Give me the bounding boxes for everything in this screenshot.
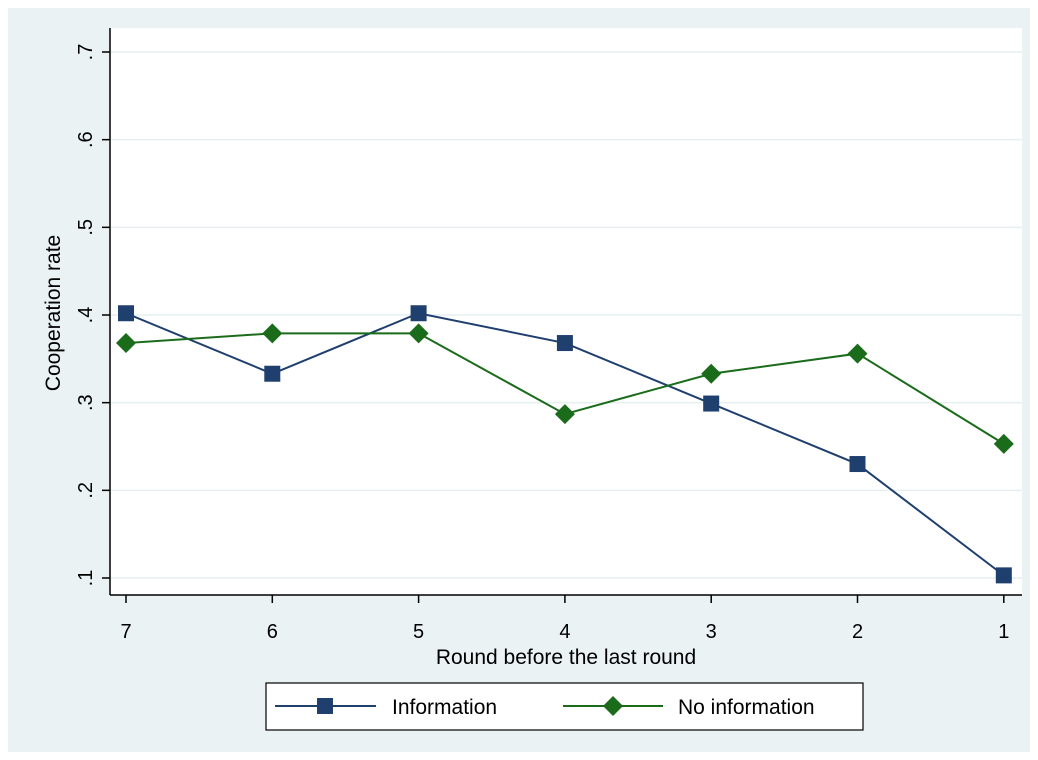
data-point-no-information [847,343,868,364]
data-point-information [118,305,134,322]
x-tick-label: 7 [120,621,131,643]
legend-label-no-information: No information [678,696,815,719]
y-tick-label: .3 [75,394,97,411]
y-tick-label: .1 [75,570,97,587]
legend: Information No information [265,682,864,731]
series-layer [116,305,1014,584]
data-point-information [703,395,720,412]
data-point-information [410,305,427,322]
y-tick-label: .2 [75,482,97,499]
legend-marker-information [317,698,333,714]
x-tick-label: 3 [706,621,717,643]
x-tick-label: 6 [267,621,278,643]
data-point-no-information [262,323,283,344]
data-point-no-information [116,333,136,354]
y-tick-label: .6 [75,131,97,148]
x-tick-label: 2 [852,621,863,643]
data-point-information [264,365,281,382]
data-point-no-information [993,433,1014,454]
x-tick-label: 4 [559,621,570,643]
x-tick-label: 1 [998,621,1009,643]
data-point-no-information [408,323,429,344]
data-point-information [556,335,573,352]
grid-lines [111,51,1022,579]
x-tick-label: 5 [413,621,424,643]
legend-marker-no-information [603,696,623,716]
y-axis-title: Cooperation rate [42,235,65,391]
x-ticks: 7 6 5 4 3 2 1 [120,595,1009,643]
y-tick-label: .4 [75,307,97,324]
x-axis-title: Round before the last round [436,646,696,669]
data-point-no-information [554,404,575,425]
data-point-information [995,567,1012,584]
data-point-information [849,456,866,473]
plot-area [110,28,1022,595]
y-tick-label: .5 [75,219,97,236]
data-point-no-information [701,363,722,384]
y-tick-label: .7 [75,44,97,61]
y-ticks: .1 .2 .3 .4 .5 .6 .7 [75,44,110,587]
legend-label-information: Information [392,696,497,719]
